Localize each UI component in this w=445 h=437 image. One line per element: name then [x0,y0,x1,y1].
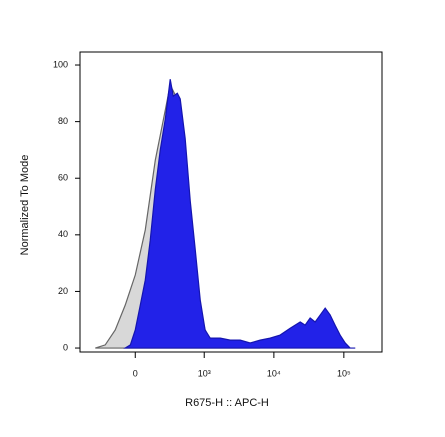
y-tick-label: 80 [58,116,68,126]
x-tick-label: 10⁵ [337,368,351,378]
x-tick-label: 0 [133,368,138,378]
x-axis-title: R675-H :: APC-H [185,397,269,409]
x-tick-label: 10⁴ [267,368,281,378]
plot-frame [79,51,383,353]
y-tick-label: 100 [53,59,68,69]
y-axis-title: Normalized To Mode [19,155,31,256]
y-tick-label: 40 [58,229,68,239]
y-tick-label: 20 [58,286,68,296]
area [123,79,356,349]
y-tick-label: 60 [58,173,68,183]
y-tick-label: 0 [63,342,68,352]
x-tick-label: 10³ [198,368,211,378]
